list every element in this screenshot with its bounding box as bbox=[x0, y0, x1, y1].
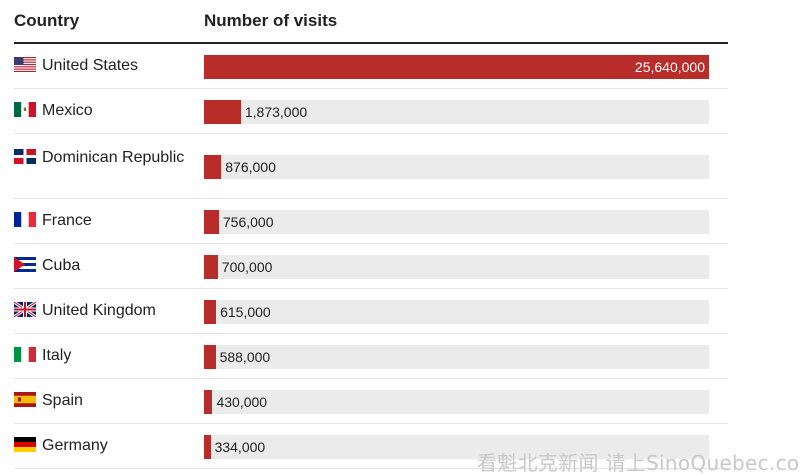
flag-cu-icon bbox=[14, 257, 42, 274]
bar-row: United Kingdom 615,000 bbox=[14, 289, 728, 334]
flag-gb-icon bbox=[14, 302, 42, 319]
country-column-header: Country bbox=[14, 11, 80, 30]
value-label: 430,000 bbox=[216, 393, 268, 410]
value-label: 25,640,000 bbox=[634, 58, 705, 75]
country-label: France bbox=[14, 211, 194, 230]
table-header: Country Number of visits bbox=[14, 0, 728, 44]
country-name: Germany bbox=[42, 437, 108, 454]
value-label: 700,000 bbox=[221, 258, 273, 275]
country-label: Italy bbox=[14, 346, 194, 365]
bar-track: 700,000 bbox=[204, 254, 709, 279]
bar-track: 588,000 bbox=[204, 344, 709, 369]
flag-it-icon bbox=[14, 347, 42, 364]
country-name: Italy bbox=[42, 347, 72, 364]
bar-track: 1,873,000 bbox=[204, 99, 709, 124]
country-label: Mexico bbox=[14, 101, 194, 120]
bar bbox=[204, 209, 219, 234]
visits-column-header: Number of visits bbox=[204, 11, 338, 30]
bar-rows: United States 25,640,000 Mexico 1,873,000 Do… bbox=[14, 44, 728, 469]
bar-track: 615,000 bbox=[204, 299, 709, 324]
flag-es-icon bbox=[14, 392, 42, 409]
bar bbox=[204, 254, 218, 279]
flag-us-icon bbox=[14, 57, 42, 74]
bar-row: Germany 334,000 bbox=[14, 424, 728, 469]
value-label: 876,000 bbox=[225, 158, 276, 175]
value-label: 1,873,000 bbox=[244, 103, 308, 120]
value-label: 588,000 bbox=[219, 348, 271, 365]
bar-row: Mexico 1,873,000 bbox=[14, 89, 728, 134]
country-name: United Kingdom bbox=[42, 302, 156, 319]
value-label: 756,000 bbox=[222, 213, 274, 230]
bar bbox=[204, 434, 211, 459]
country-label: United Kingdom bbox=[14, 301, 194, 320]
bar-row: Italy 588,000 bbox=[14, 334, 728, 379]
country-name: Spain bbox=[42, 392, 83, 409]
bar-track: 430,000 bbox=[204, 389, 709, 414]
bar-track: 756,000 bbox=[204, 209, 709, 234]
flag-fr-icon bbox=[14, 212, 42, 229]
country-label: United States bbox=[14, 56, 194, 75]
country-label: Dominican Republic bbox=[14, 148, 194, 167]
bar bbox=[204, 299, 217, 324]
bar bbox=[204, 154, 222, 179]
value-label: 334,000 bbox=[214, 438, 266, 455]
flag-do-icon bbox=[14, 149, 42, 166]
flag-de-icon bbox=[14, 437, 42, 454]
bar-row: United States 25,640,000 bbox=[14, 44, 728, 89]
bar-track: 25,640,000 bbox=[204, 54, 709, 79]
watermark: 看魁北克新闻 请上SinoQuebec.com bbox=[477, 451, 800, 474]
bar bbox=[204, 99, 241, 124]
country-name: Cuba bbox=[42, 257, 81, 274]
country-label: Cuba bbox=[14, 256, 194, 275]
bar-track: 334,000 bbox=[204, 434, 709, 459]
bar-row: France 756,000 bbox=[14, 199, 728, 244]
bar bbox=[204, 389, 213, 414]
bar bbox=[204, 344, 216, 369]
bar-track: 876,000 bbox=[204, 154, 709, 179]
flag-mx-icon bbox=[14, 102, 42, 119]
bar-row: Cuba 700,000 bbox=[14, 244, 728, 289]
value-label: 615,000 bbox=[220, 303, 271, 320]
country-label: Spain bbox=[14, 391, 194, 410]
country-name: United States bbox=[42, 57, 139, 74]
country-label: Germany bbox=[14, 436, 194, 455]
bar bbox=[204, 54, 709, 79]
bar-row: Dominican Republic 876,000 bbox=[14, 134, 728, 199]
country-name: France bbox=[42, 212, 92, 229]
country-name: Dominican Republic bbox=[42, 149, 185, 166]
country-name: Mexico bbox=[42, 102, 93, 119]
bar-row: Spain 430,000 bbox=[14, 379, 728, 424]
